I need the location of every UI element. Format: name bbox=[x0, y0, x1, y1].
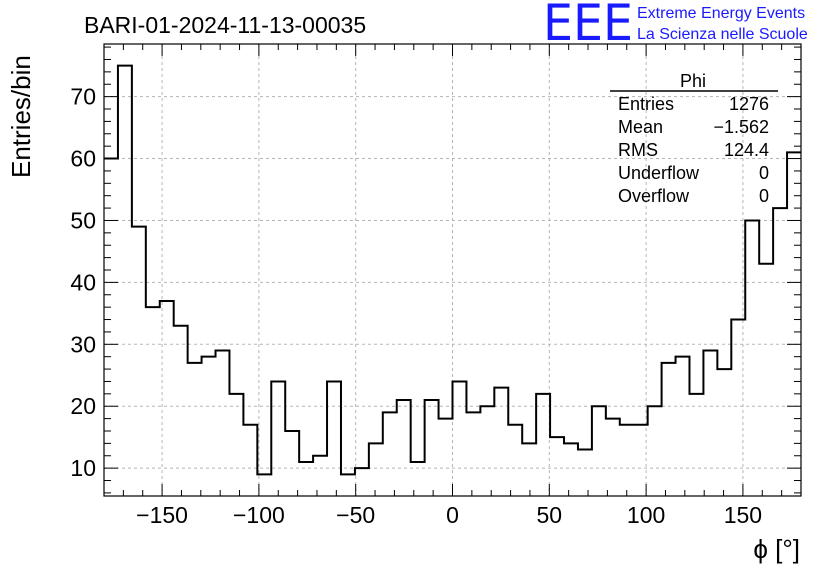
histogram-bin bbox=[494, 388, 508, 496]
histogram-bin bbox=[118, 66, 132, 496]
histogram-bin bbox=[313, 456, 327, 496]
histogram-bin bbox=[703, 350, 717, 496]
logo-line-2: La Scienza nelle Scuole bbox=[637, 26, 808, 43]
histogram-bin bbox=[662, 363, 676, 496]
histogram-bin bbox=[202, 357, 216, 496]
histogram-bin bbox=[160, 301, 174, 496]
grid-lines bbox=[104, 44, 801, 496]
histogram-bin bbox=[327, 381, 341, 496]
histogram-bin bbox=[578, 450, 592, 496]
histogram-bin bbox=[132, 227, 146, 496]
x-tick-label: −50 bbox=[336, 502, 375, 528]
histogram-bin bbox=[104, 159, 118, 496]
histogram-bin bbox=[369, 443, 383, 496]
stats-value: 124.4 bbox=[724, 140, 769, 160]
histogram-bins bbox=[104, 64, 801, 496]
y-tick-label: 20 bbox=[70, 393, 96, 419]
stats-label: Overflow bbox=[618, 186, 690, 206]
histogram-bin bbox=[745, 220, 759, 496]
y-tick-label: 40 bbox=[70, 269, 96, 295]
axis-tick-labels: −150 −100 −50 0 50 100 150 10 20 30 40 50 60 70 bbox=[70, 84, 762, 528]
histogram-bin bbox=[341, 474, 355, 496]
histogram-bin bbox=[355, 468, 369, 496]
histogram-bin bbox=[676, 357, 690, 496]
histogram-bin bbox=[285, 431, 299, 496]
histogram-bin bbox=[536, 394, 550, 496]
histogram-bin bbox=[243, 425, 257, 496]
stats-value: 0 bbox=[759, 163, 769, 183]
x-tick-label: 50 bbox=[537, 502, 563, 528]
histogram-bin bbox=[411, 462, 425, 496]
histogram-bin bbox=[216, 350, 230, 496]
stats-label: Mean bbox=[618, 117, 663, 137]
y-tick-label: 10 bbox=[70, 455, 96, 481]
histogram-bin bbox=[717, 369, 731, 496]
x-tick-label: −100 bbox=[233, 502, 285, 528]
stats-value: −1.562 bbox=[713, 117, 769, 137]
stats-value: 1276 bbox=[729, 94, 769, 114]
y-tick-label: 30 bbox=[70, 331, 96, 357]
x-axis-label: ϕ [°] bbox=[753, 534, 800, 564]
histogram-bin bbox=[648, 406, 662, 496]
histogram-bin bbox=[188, 363, 202, 496]
stats-title: Phi bbox=[680, 71, 706, 91]
histogram-bin bbox=[439, 419, 453, 496]
y-axis-label: Entries/bin bbox=[6, 55, 36, 178]
histogram-bin bbox=[383, 412, 397, 496]
histogram-bin bbox=[759, 264, 773, 496]
y-tick-label: 50 bbox=[70, 207, 96, 233]
histogram-bin bbox=[606, 419, 620, 496]
y-tick-label: 70 bbox=[70, 84, 96, 110]
histogram-bin bbox=[592, 406, 606, 496]
histogram-bin bbox=[257, 474, 271, 496]
axis-ticks bbox=[103, 44, 802, 496]
histogram-bin bbox=[146, 307, 160, 496]
histogram-bin bbox=[522, 443, 536, 496]
histogram-bin bbox=[425, 400, 439, 496]
stats-label: Entries bbox=[618, 94, 674, 114]
histogram-bin bbox=[466, 412, 480, 496]
histogram-bin bbox=[564, 443, 578, 496]
histogram-bin bbox=[453, 381, 467, 496]
histogram-bin bbox=[620, 425, 634, 496]
histogram-bin bbox=[174, 326, 188, 496]
histogram-bin bbox=[229, 394, 243, 496]
histogram-bin bbox=[634, 425, 648, 496]
histogram-bin bbox=[508, 425, 522, 496]
histogram-bin bbox=[550, 437, 564, 496]
x-tick-label: 0 bbox=[446, 502, 459, 528]
y-tick-label: 60 bbox=[70, 146, 96, 172]
histogram-bin bbox=[480, 406, 494, 496]
stats-label: RMS bbox=[618, 140, 658, 160]
logo-line-1: Extreme Energy Events bbox=[637, 5, 805, 22]
x-tick-label: −150 bbox=[136, 502, 188, 528]
histogram-bin bbox=[271, 381, 285, 496]
stats-label: Underflow bbox=[618, 163, 700, 183]
eee-logo-text: EEE bbox=[543, 0, 633, 52]
x-tick-label: 150 bbox=[724, 502, 762, 528]
histogram-bin bbox=[299, 462, 313, 496]
histogram-bin bbox=[397, 400, 411, 496]
chart-title: BARI-01-2024-11-13-00035 bbox=[84, 12, 366, 38]
histogram-outline bbox=[104, 64, 801, 476]
histogram-bin bbox=[731, 320, 745, 496]
x-tick-label: 100 bbox=[627, 502, 665, 528]
stats-value: 0 bbox=[759, 186, 769, 206]
eee-logo: EEE Extreme Energy Events La Scienza nel… bbox=[543, 0, 808, 52]
histogram-bin bbox=[773, 208, 787, 496]
histogram-bin bbox=[787, 152, 801, 496]
stats-box: Phi Entries 1276 Mean −1.562 RMS 124.4 Underfl… bbox=[610, 71, 778, 206]
histogram-bin bbox=[689, 394, 703, 496]
